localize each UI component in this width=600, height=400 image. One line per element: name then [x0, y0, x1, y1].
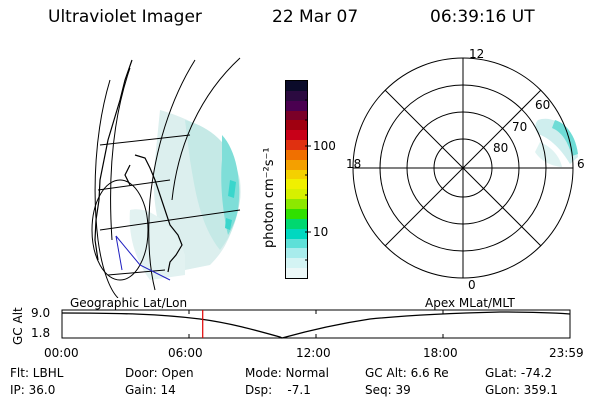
colorbar-tick-100: 100	[313, 139, 336, 153]
lat-label-70: 70	[512, 120, 528, 134]
polar-plot	[352, 57, 578, 279]
colorbar-swatch	[286, 140, 307, 150]
colorbar-swatch	[286, 179, 307, 190]
colorbar-swatch	[286, 169, 307, 180]
orbit-y-title: GC Alt	[11, 307, 25, 345]
observation-time: 06:39:16 UT	[430, 7, 535, 27]
instrument-title: Ultraviolet Imager	[48, 7, 202, 27]
colorbar-swatch	[286, 81, 307, 91]
blue-boundary	[115, 235, 171, 281]
status-glon: GLon: 359.1	[485, 383, 558, 397]
colorbar-swatch	[286, 110, 307, 121]
colorbar-swatch	[286, 120, 307, 131]
status-mode: Mode: Normal	[245, 366, 329, 380]
orbit-y-tick-low: 1.8	[31, 326, 51, 340]
lat-label-80: 80	[493, 141, 509, 155]
orbit-y-tick-high: 9.0	[31, 306, 51, 320]
status-door: Door: Open	[125, 366, 194, 380]
polar-emission-region	[535, 118, 578, 167]
colorbar-swatch	[286, 228, 307, 239]
orbit-x-tick-2359: 23:59	[549, 346, 584, 360]
colorbar-units-label: photon cm⁻²s⁻¹	[262, 147, 277, 248]
colorbar-ticks	[305, 99, 311, 261]
colorbar-tick-10: 10	[313, 225, 329, 239]
status-dsp: Dsp: -7.1	[245, 383, 311, 397]
mlt-label-0: 0	[468, 278, 476, 292]
orbit-x-tick-1800: 18:00	[423, 346, 458, 360]
coastline	[94, 59, 183, 273]
orbit-x-tick-0600: 06:00	[168, 346, 203, 360]
colorbar-swatch	[286, 218, 307, 229]
mlt-label-6: 6	[577, 157, 585, 171]
status-gain: Gain: 14	[125, 383, 176, 397]
colorbar-swatch	[286, 238, 307, 249]
geo-grid-lines	[91, 57, 241, 298]
colorbar-swatch	[286, 159, 307, 170]
mlt-label-12: 12	[469, 47, 485, 61]
orbit-x-ticks	[61, 310, 571, 338]
colorbar	[285, 80, 308, 279]
colorbar-swatch	[286, 268, 307, 278]
colorbar-swatch	[286, 208, 307, 219]
colorbar-swatch	[286, 130, 307, 141]
lat-label-60: 60	[535, 98, 551, 112]
status-ip: IP: 36.0	[10, 383, 56, 397]
geographic-image-panel	[91, 57, 241, 298]
status-filter: Flt: LBHL	[10, 366, 64, 380]
observation-date: 22 Mar 07	[272, 7, 359, 27]
colorbar-swatch	[286, 100, 307, 111]
polar-map-label: Apex MLat/MLT	[425, 296, 515, 310]
orbit-altitude-curve	[61, 311, 571, 339]
status-gc-alt: GC Alt: 6.6 Re	[365, 366, 449, 380]
status-seq: Seq: 39	[365, 383, 411, 397]
geo-map-label: Geographic Lat/Lon	[70, 296, 188, 310]
colorbar-swatch	[286, 149, 307, 160]
polar-grid	[352, 57, 574, 279]
orbit-altitude-plot	[61, 309, 571, 339]
mlt-label-18: 18	[346, 157, 362, 171]
colorbar-swatch	[286, 90, 307, 101]
orbit-x-tick-0000: 00:00	[44, 346, 79, 360]
colorbar-swatch	[286, 258, 307, 269]
colorbar-swatch	[286, 189, 307, 200]
orbit-x-tick-1200: 12:00	[296, 346, 331, 360]
colorbar-swatch	[286, 248, 307, 259]
colorbar-swatch	[286, 199, 307, 209]
status-glat: GLat: -74.2	[485, 366, 552, 380]
